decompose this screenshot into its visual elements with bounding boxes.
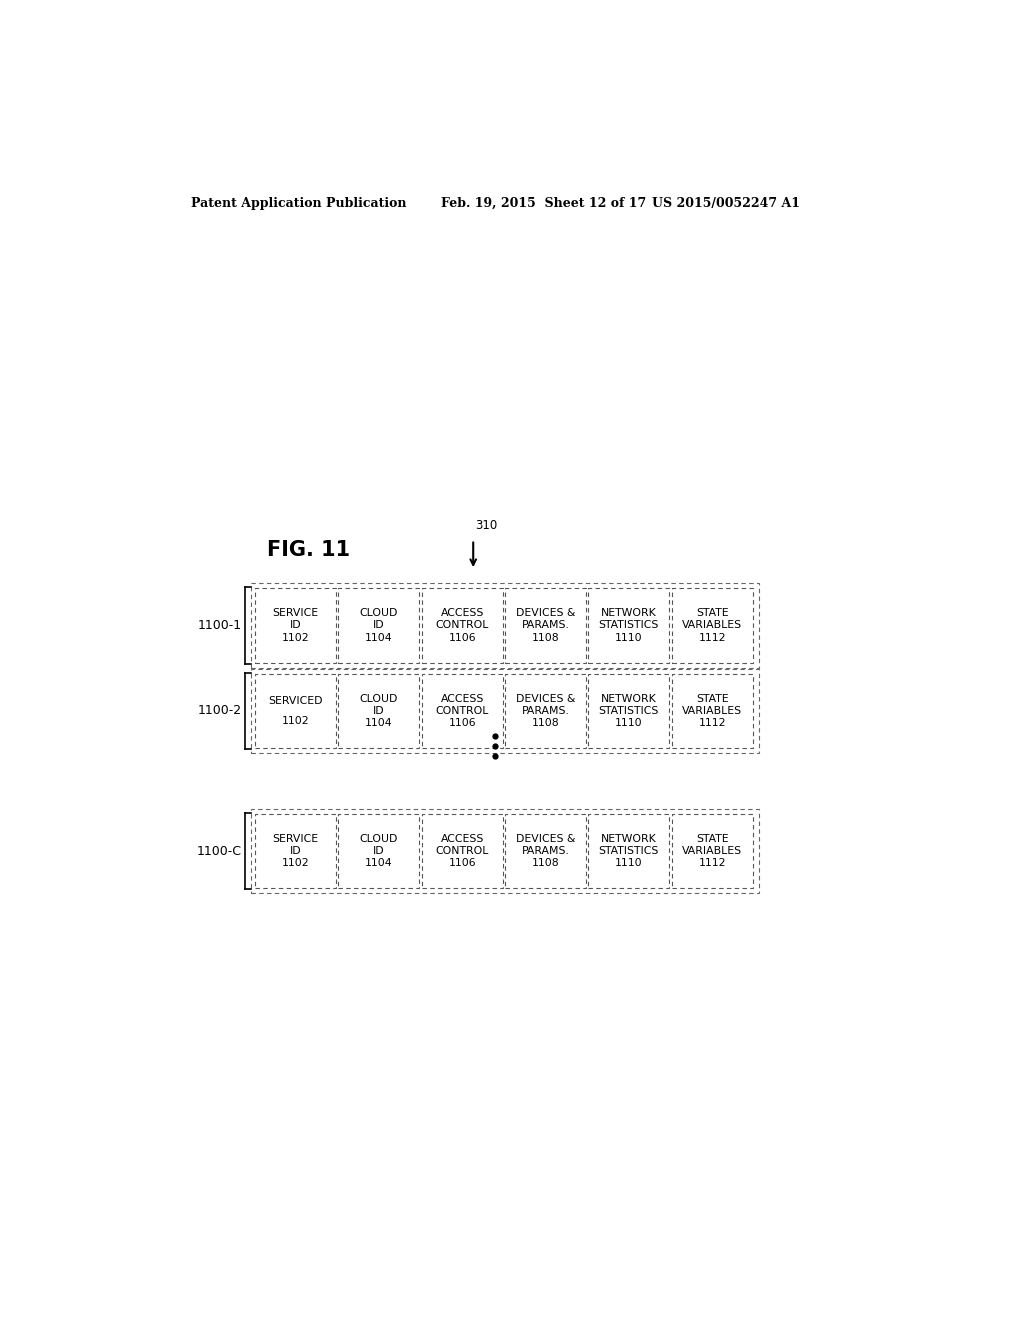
Text: ID: ID (290, 620, 301, 631)
Text: NETWORK: NETWORK (601, 834, 656, 843)
Text: US 2015/0052247 A1: US 2015/0052247 A1 (652, 197, 800, 210)
Text: 1104: 1104 (365, 718, 392, 729)
Text: SERVICE: SERVICE (272, 834, 318, 843)
Text: STATISTICS: STATISTICS (599, 846, 659, 857)
Bar (422, 589, 503, 663)
Text: 1112: 1112 (698, 718, 726, 729)
Text: 1112: 1112 (698, 632, 726, 643)
Text: PARAMS.: PARAMS. (521, 620, 569, 631)
Text: 1108: 1108 (531, 632, 559, 643)
Text: PARAMS.: PARAMS. (521, 846, 569, 857)
Bar (672, 589, 753, 663)
Text: STATE: STATE (695, 834, 728, 843)
Text: VARIABLES: VARIABLES (682, 706, 742, 715)
Text: CONTROL: CONTROL (435, 706, 488, 715)
Text: Feb. 19, 2015  Sheet 12 of 17: Feb. 19, 2015 Sheet 12 of 17 (441, 197, 647, 210)
Bar (251, 669, 759, 752)
Text: 1110: 1110 (615, 632, 643, 643)
Bar (505, 589, 586, 663)
Text: STATE: STATE (695, 609, 728, 618)
Text: ACCESS: ACCESS (440, 834, 483, 843)
Bar (588, 814, 670, 888)
Text: FIG. 11: FIG. 11 (267, 540, 350, 560)
Text: ID: ID (373, 706, 385, 715)
Text: CLOUD: CLOUD (359, 609, 398, 618)
Text: CLOUD: CLOUD (359, 834, 398, 843)
Text: Patent Application Publication: Patent Application Publication (191, 197, 407, 210)
Text: 1100-C: 1100-C (197, 845, 242, 858)
Text: 1110: 1110 (615, 858, 643, 869)
Text: VARIABLES: VARIABLES (682, 620, 742, 631)
Text: ID: ID (373, 846, 385, 857)
Text: NETWORK: NETWORK (601, 693, 656, 704)
Bar (255, 589, 336, 663)
Text: 1106: 1106 (449, 858, 476, 869)
Bar (422, 673, 503, 748)
Text: 1104: 1104 (365, 632, 392, 643)
Text: 1110: 1110 (615, 718, 643, 729)
Bar (672, 673, 753, 748)
Bar (255, 814, 336, 888)
Text: SERVICED: SERVICED (268, 696, 323, 706)
Text: 310: 310 (475, 520, 498, 532)
Text: PARAMS.: PARAMS. (521, 706, 569, 715)
Text: 1104: 1104 (365, 858, 392, 869)
Text: 1102: 1102 (282, 632, 309, 643)
Text: CONTROL: CONTROL (435, 620, 488, 631)
Text: STATE: STATE (695, 693, 728, 704)
Bar (588, 589, 670, 663)
Bar (338, 589, 419, 663)
Text: 1108: 1108 (531, 858, 559, 869)
Text: STATISTICS: STATISTICS (599, 706, 659, 715)
Bar (422, 814, 503, 888)
Text: SERVICE: SERVICE (272, 609, 318, 618)
Text: ACCESS: ACCESS (440, 693, 483, 704)
Text: ID: ID (290, 846, 301, 857)
Text: 1100-2: 1100-2 (198, 705, 242, 717)
Text: ACCESS: ACCESS (440, 609, 483, 618)
Bar (505, 814, 586, 888)
Text: 1106: 1106 (449, 632, 476, 643)
Bar (588, 673, 670, 748)
Text: ID: ID (373, 620, 385, 631)
Bar (251, 809, 759, 894)
Bar (255, 673, 336, 748)
Bar (672, 814, 753, 888)
Text: DEVICES &: DEVICES & (516, 609, 575, 618)
Text: CLOUD: CLOUD (359, 693, 398, 704)
Text: VARIABLES: VARIABLES (682, 846, 742, 857)
Text: STATISTICS: STATISTICS (599, 620, 659, 631)
Text: 1106: 1106 (449, 718, 476, 729)
Text: 1102: 1102 (282, 858, 309, 869)
Bar (251, 583, 759, 668)
Text: DEVICES &: DEVICES & (516, 834, 575, 843)
Text: NETWORK: NETWORK (601, 609, 656, 618)
Bar (338, 673, 419, 748)
Text: CONTROL: CONTROL (435, 846, 488, 857)
Bar (338, 814, 419, 888)
Text: 1102: 1102 (282, 715, 309, 726)
Text: DEVICES &: DEVICES & (516, 693, 575, 704)
Text: 1100-1: 1100-1 (198, 619, 242, 632)
Bar (505, 673, 586, 748)
Text: 1112: 1112 (698, 858, 726, 869)
Text: 1108: 1108 (531, 718, 559, 729)
